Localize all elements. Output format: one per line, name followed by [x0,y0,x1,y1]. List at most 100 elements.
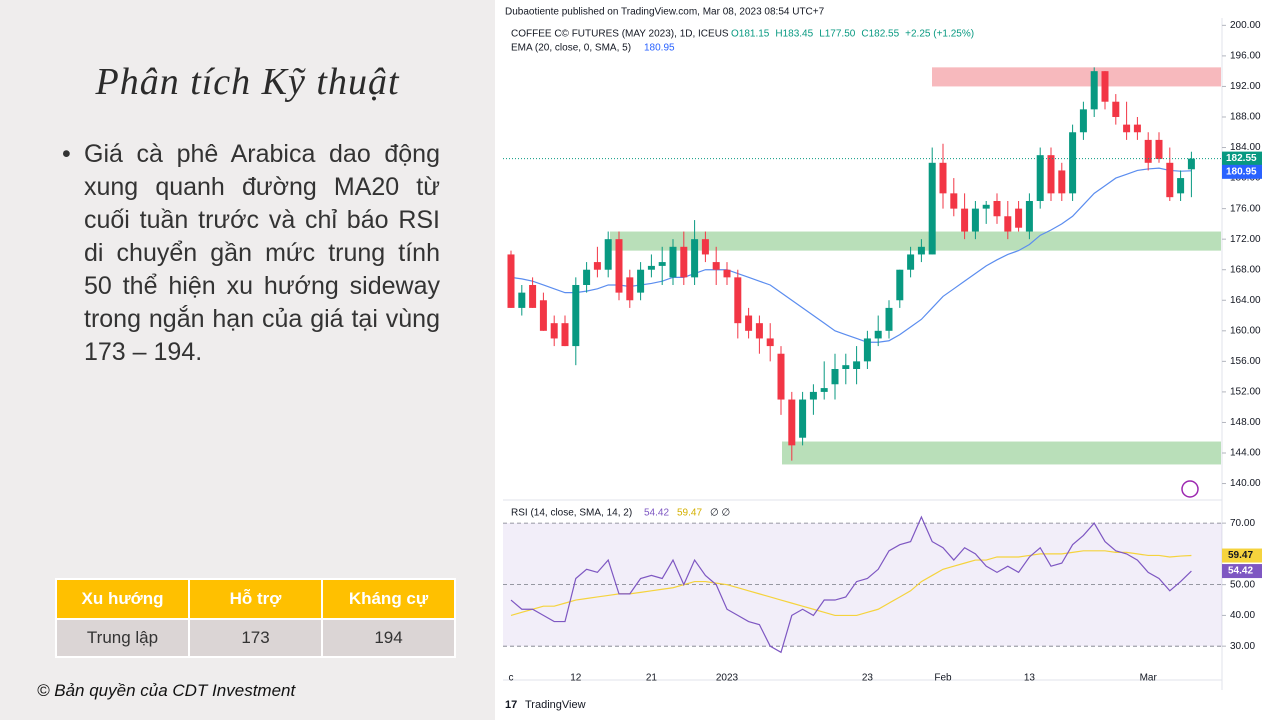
y-tick-label: 30.00 [1230,641,1255,652]
candle-body [1177,178,1185,194]
candle-body [637,269,645,293]
slide-title: Phân tích Kỹ thuật [95,61,400,103]
header-cell: Kháng cự [321,578,456,620]
candle-body [691,239,699,278]
candle-body [971,208,979,232]
candle-body [993,200,1001,217]
x-tick-label: 21 [646,673,658,684]
y-tick-label: 156.00 [1230,356,1261,367]
summary-table: Xu hướng Hỗ trợ Kháng cự Trung lập 173 194 [55,578,456,658]
candle-body [583,269,591,285]
body-row: Trung lập 173 194 [55,618,456,658]
chart-bg [495,0,1280,720]
candle-body [1047,155,1055,194]
y-tick-label: 70.00 [1230,518,1255,529]
candle-body [734,277,742,324]
candle-body [1069,132,1077,194]
chart: Dubaotiente published on TradingView.com… [495,0,1280,720]
y-tick-label: 184.00 [1230,142,1261,153]
copyright: © Bản quyền của CDT Investment [37,681,296,700]
candle-body [647,265,655,270]
y-tick-label: 176.00 [1230,203,1261,214]
logo: 17 [505,699,517,711]
x-tick-label: 23 [862,673,874,684]
candle-body [961,208,969,232]
ohlc-text: +2.25 (+1.25%) [905,29,974,40]
candle-body [788,399,796,446]
bullet: • Giá cà phê Arabica dao động xung quanh … [62,138,440,369]
candle-body [1123,124,1131,133]
x-tick-label: 12 [570,673,582,684]
candle-body [658,262,666,266]
symbol: COFFEE C© FUTURES (MAY 2023), 1D, ICEUS [511,29,729,40]
footer: TradingView [525,699,586,711]
candle-body [723,269,731,278]
candle-body [1144,139,1152,163]
header-cell: Xu hướng [55,578,190,620]
candle-body [680,246,688,278]
candle-body [1155,139,1163,159]
rsi-title: RSI (14, close, SMA, 14, 2) [511,508,632,519]
candle-body [1015,208,1023,228]
candle-body [896,269,904,301]
candle-body [550,323,558,339]
candle-body [907,254,915,270]
ohlc-text: H183.45 [775,29,813,40]
y-tick-label: 192.00 [1230,81,1261,92]
candle-body [928,162,936,255]
candle-body [777,353,785,400]
rsi-sma-value: 59.47 [677,508,702,519]
last-price-badge: 182.55 [1226,153,1257,164]
candle-body [874,330,882,339]
ohlc-text: L177.50 [819,29,856,40]
candle-body [1058,170,1066,194]
candle-body [1090,71,1098,110]
y-tick-label: 50.00 [1230,579,1255,590]
candle-body [885,307,893,331]
x-tick-label: Mar [1140,673,1158,684]
ema-badge: 180.95 [1226,166,1257,177]
text-panel: Phân tích Kỹ thuật • Giá cà phê Arabica d… [0,0,495,720]
candle-body [626,277,634,301]
cell: 194 [321,618,456,658]
rsi-badge-bg [1222,564,1262,579]
y-tick-label: 196.00 [1230,51,1261,62]
candle-body [615,239,623,293]
header-row: Xu hướng Hỗ trợ Kháng cự [55,578,456,620]
rsi-value: 54.42 [644,508,669,519]
candle-body [745,315,753,331]
bullet-dot: • [62,140,71,168]
candle-body [669,246,677,278]
y-tick-label: 160.00 [1230,325,1261,336]
candle-body [950,193,958,209]
candle-body [1025,200,1033,232]
candle-body [539,300,547,331]
x-tick-label: 2023 [716,673,739,684]
ema-line [510,167,1192,343]
header-cell: Hỗ trợ [188,578,323,620]
candle-body [593,262,601,270]
candle-body [1004,216,1012,232]
rsi-badge: 54.42 [1228,566,1253,577]
rsi-sma-badge-bg [1222,548,1262,563]
x-tick-label: 13 [1024,673,1036,684]
y-tick-label: 164.00 [1230,295,1261,306]
candle-body [701,239,709,255]
candle-body [712,262,720,270]
y-tick-label: 200.00 [1230,20,1261,31]
candle-body [561,323,569,347]
ohlc-text: C182.55 [861,29,899,40]
y-tick-label: 168.00 [1230,264,1261,275]
candle-body [766,338,774,347]
candle-body [604,239,612,270]
candle-body [1187,158,1195,170]
cell: 173 [188,618,323,658]
x-tick-label: Feb [934,673,952,684]
y-tick-label: 40.00 [1230,610,1255,621]
zone [782,441,1221,465]
cell: Trung lập [55,618,190,658]
zone [610,231,1221,251]
x-tick-label: c [509,673,514,684]
candle-body [982,204,990,209]
candle-body [799,399,807,438]
